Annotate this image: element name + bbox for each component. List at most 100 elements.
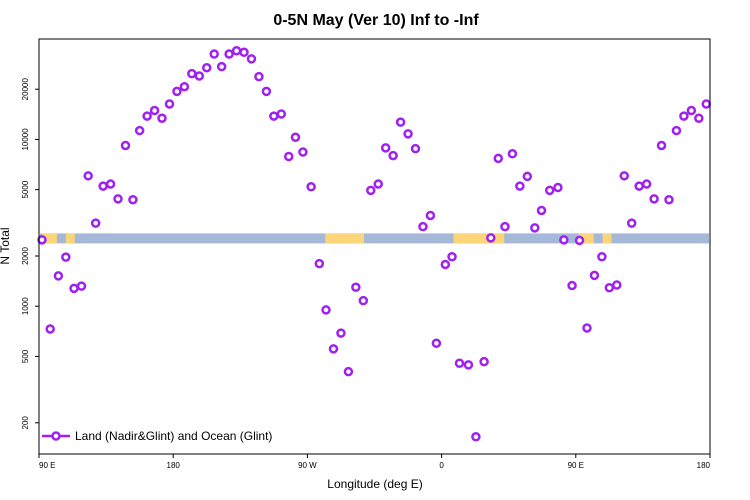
data-point bbox=[37, 235, 47, 245]
data-point bbox=[254, 71, 264, 82]
plot-frame bbox=[38, 38, 711, 455]
y-axis-label: N Total bbox=[0, 227, 12, 264]
data-point bbox=[486, 233, 496, 243]
data-point bbox=[694, 113, 704, 123]
data-point bbox=[619, 171, 630, 181]
data-point bbox=[582, 323, 592, 333]
data-point bbox=[500, 221, 510, 232]
data-point bbox=[157, 113, 167, 123]
data-point bbox=[597, 251, 607, 262]
data-point bbox=[641, 179, 652, 189]
data-point bbox=[142, 111, 152, 121]
data-point bbox=[284, 151, 294, 162]
data-point bbox=[172, 86, 182, 97]
data-point bbox=[351, 282, 361, 292]
data-point bbox=[463, 360, 474, 370]
data-point bbox=[664, 194, 674, 205]
data-point bbox=[634, 181, 644, 191]
data-point bbox=[314, 258, 325, 269]
y-tick-label: 1000 bbox=[21, 297, 30, 315]
data-point bbox=[493, 153, 504, 164]
ocean-band bbox=[40, 233, 709, 244]
data-point bbox=[447, 251, 457, 262]
data-point bbox=[209, 49, 219, 59]
data-point bbox=[553, 182, 563, 193]
data-point bbox=[69, 283, 79, 294]
data-point bbox=[83, 171, 93, 181]
land-segment bbox=[602, 233, 612, 244]
land-segment bbox=[65, 233, 75, 244]
legend-label: Land (Nadir&Glint) and Ocean (Glint) bbox=[75, 429, 272, 443]
x-tick-label: 180 bbox=[167, 461, 181, 470]
data-point bbox=[431, 338, 442, 348]
data-point bbox=[120, 140, 131, 151]
data-point bbox=[418, 221, 428, 232]
land-segment bbox=[41, 233, 57, 244]
data-point bbox=[410, 143, 421, 154]
data-point bbox=[239, 47, 249, 58]
data-point bbox=[679, 111, 689, 121]
data-point bbox=[276, 109, 287, 119]
data-point bbox=[388, 150, 398, 161]
data-point bbox=[105, 179, 116, 189]
data-point bbox=[373, 179, 383, 189]
data-point bbox=[686, 105, 697, 116]
x-tick-label: 90 W bbox=[298, 461, 317, 470]
data-point bbox=[395, 117, 406, 127]
data-point bbox=[649, 194, 659, 204]
data-point bbox=[328, 344, 339, 354]
data-point bbox=[343, 366, 354, 377]
y-axis-ticks: 200 500 1000 2000 5000 10000 20000 bbox=[21, 78, 39, 429]
data-point bbox=[530, 223, 540, 233]
data-point bbox=[574, 235, 585, 246]
data-point bbox=[134, 125, 145, 136]
data-point bbox=[425, 210, 436, 221]
x-tick-label: 90 E bbox=[568, 461, 584, 470]
x-tick-label: 0 bbox=[439, 461, 444, 470]
y-tick-label: 20000 bbox=[21, 78, 30, 101]
data-point bbox=[515, 181, 525, 191]
land-segment bbox=[325, 233, 365, 244]
data-point bbox=[567, 280, 577, 291]
map-band bbox=[40, 233, 709, 244]
data-point bbox=[522, 171, 533, 182]
data-point bbox=[76, 281, 87, 291]
data-point bbox=[246, 54, 257, 64]
data-point bbox=[164, 99, 175, 109]
data-point bbox=[113, 194, 123, 204]
data-point bbox=[128, 194, 138, 205]
x-tick-label: 90 E bbox=[39, 461, 55, 470]
data-point bbox=[454, 358, 465, 369]
land-segment bbox=[453, 233, 505, 244]
legend: Land (Nadir&Glint) and Ocean (Glint) bbox=[42, 429, 272, 443]
data-point bbox=[261, 86, 272, 97]
data-point bbox=[269, 111, 279, 121]
data-point bbox=[403, 129, 413, 139]
x-axis-label: Longitude (deg E) bbox=[327, 477, 422, 491]
data-point bbox=[589, 270, 600, 281]
land-segment bbox=[578, 233, 594, 244]
data-point bbox=[671, 125, 682, 136]
y-tick-label: 10000 bbox=[21, 128, 30, 151]
data-point bbox=[45, 324, 55, 334]
data-point bbox=[216, 61, 227, 72]
data-point bbox=[321, 305, 331, 315]
data-point bbox=[179, 81, 190, 92]
x-axis-ticks: 90 E 180 90 W 0 90 E 180 bbox=[38, 454, 711, 470]
data-point bbox=[380, 143, 391, 153]
data-point bbox=[559, 235, 569, 245]
data-point bbox=[366, 185, 376, 196]
data-point bbox=[656, 140, 667, 151]
data-point bbox=[336, 328, 346, 338]
data-point bbox=[98, 181, 108, 191]
data-point bbox=[471, 431, 481, 442]
data-point bbox=[544, 185, 555, 196]
data-point bbox=[202, 62, 212, 73]
data-point bbox=[61, 252, 71, 262]
data-point bbox=[440, 259, 451, 270]
data-point bbox=[149, 105, 160, 116]
y-tick-label: 5000 bbox=[21, 180, 30, 198]
data-point bbox=[604, 283, 615, 293]
